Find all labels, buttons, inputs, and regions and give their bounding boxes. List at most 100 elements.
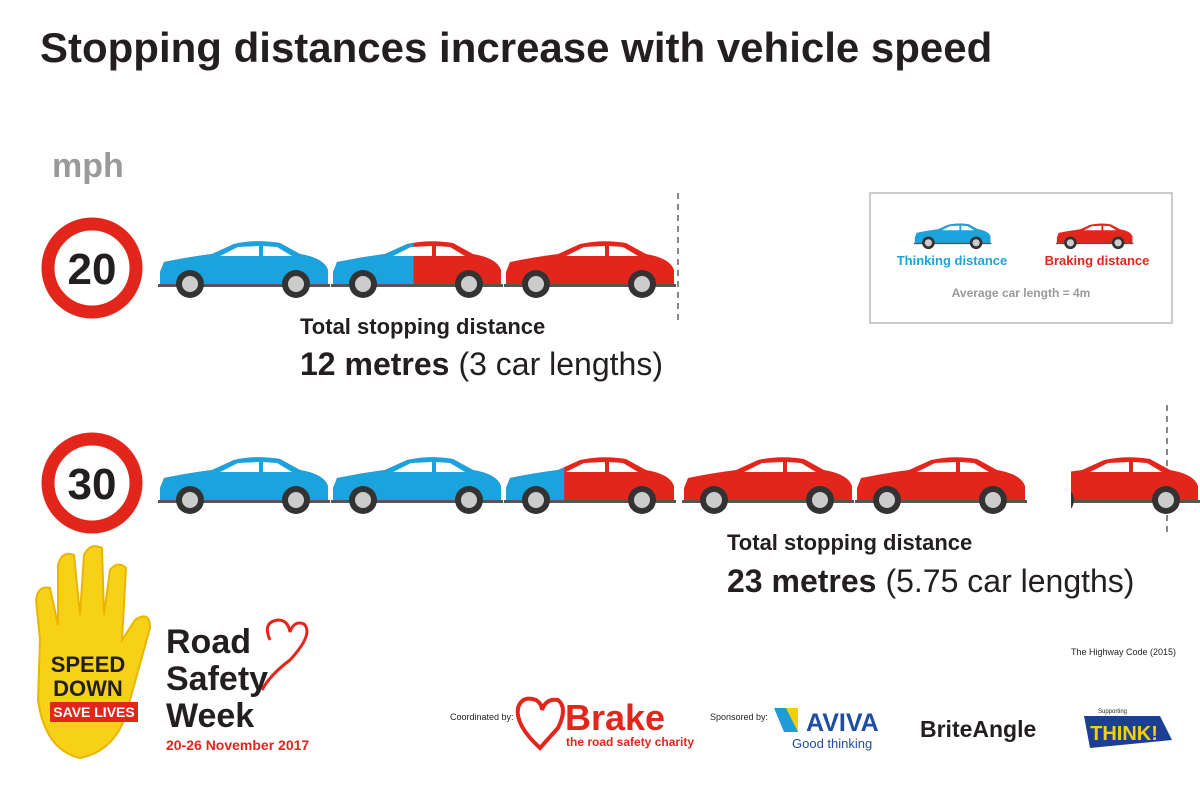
shadow: [504, 500, 676, 503]
legend-thinking: Thinking distance: [897, 253, 1008, 268]
wheel: [1071, 491, 1074, 509]
lengths: (5.75 car lengths): [885, 563, 1134, 599]
car: [504, 457, 676, 514]
title: Stopping distances increase with vehicle…: [40, 24, 992, 71]
car-body: [504, 241, 676, 298]
car-body: [331, 241, 503, 298]
hub: [355, 492, 371, 508]
car: [855, 457, 1027, 514]
campaign-name: Road: [166, 623, 251, 661]
car-body: [1052, 457, 1200, 514]
window: [220, 246, 259, 256]
hub: [634, 276, 650, 292]
shadow: [331, 284, 503, 287]
car: [1056, 223, 1134, 250]
window: [220, 462, 259, 472]
car: [331, 241, 503, 298]
hub: [1066, 239, 1074, 247]
hub: [182, 276, 198, 292]
hub: [461, 276, 477, 292]
window: [393, 246, 432, 256]
speed: 30: [68, 460, 117, 509]
car-body: [914, 223, 992, 250]
distance-line: 12 metres (3 car lengths): [300, 346, 663, 382]
aviva-mark: [774, 708, 798, 732]
sponsored-label: Sponsored by:: [710, 712, 768, 722]
hub: [985, 492, 1001, 508]
car: [682, 457, 854, 514]
shadow: [1056, 242, 1134, 245]
window: [566, 462, 605, 472]
hub: [634, 492, 650, 508]
unit: mph: [52, 147, 124, 185]
badge-text: DOWN: [53, 676, 123, 701]
shadow: [1071, 500, 1200, 503]
car-shell: [506, 467, 565, 502]
caption: Total stopping distance: [300, 314, 545, 339]
car-body: [682, 457, 854, 514]
car-body: [504, 457, 676, 514]
shadow: [682, 500, 854, 503]
window: [941, 225, 960, 231]
car: [158, 241, 330, 298]
badge-text: SPEED: [51, 652, 126, 677]
hub: [1052, 492, 1068, 508]
window: [263, 246, 292, 256]
speed-sign: [41, 432, 143, 534]
banner-text: SAVE LIVES: [53, 704, 134, 720]
campaign-name: Week: [166, 697, 254, 735]
campaign-dates: 20-26 November 2017: [166, 737, 309, 753]
window: [609, 462, 638, 472]
car: [914, 223, 992, 250]
hub: [288, 276, 304, 292]
lengths: (3 car lengths): [458, 346, 663, 382]
window: [566, 246, 605, 256]
window: [1090, 462, 1129, 472]
car-body: [331, 457, 503, 514]
hub: [355, 276, 371, 292]
brake-heart: [515, 696, 565, 751]
legend-note: Average car length = 4m: [952, 286, 1091, 300]
distance: 23 metres: [727, 563, 876, 599]
car-body: [1056, 223, 1134, 250]
think-bg: [1084, 716, 1172, 748]
legend-braking: Braking distance: [1045, 253, 1150, 268]
shadow: [504, 284, 676, 287]
car-body: [158, 457, 330, 514]
hub: [182, 492, 198, 508]
window: [1083, 225, 1102, 231]
window: [1133, 462, 1162, 472]
window: [609, 246, 638, 256]
car: [504, 241, 676, 298]
car-body: [855, 457, 1027, 514]
aviva: AVIVA: [806, 709, 879, 737]
hub: [461, 492, 477, 508]
heart: [260, 618, 309, 691]
campaign-name: Safety: [166, 660, 268, 698]
banner: [50, 702, 138, 722]
hub: [528, 276, 544, 292]
hub: [1114, 239, 1122, 247]
coordinated-label: Coordinated by:: [450, 712, 514, 722]
window: [744, 462, 783, 472]
think: THINK!: [1090, 723, 1158, 745]
aviva-mark: [786, 708, 798, 732]
window: [787, 462, 816, 472]
hub: [972, 239, 980, 247]
shadow: [855, 500, 1027, 503]
car-body: [158, 241, 330, 298]
supporting: Supporting: [1098, 709, 1127, 715]
car: [158, 457, 330, 514]
window: [961, 225, 975, 231]
hub: [706, 492, 722, 508]
speed: 20: [68, 245, 117, 294]
hub: [924, 239, 932, 247]
brake-tagline: the road safety charity: [566, 735, 694, 749]
window: [1103, 225, 1117, 231]
legend-box: [869, 192, 1173, 324]
hub: [528, 492, 544, 508]
shadow: [914, 242, 992, 245]
hub: [879, 492, 895, 508]
briteangle: BriteAngle: [920, 716, 1036, 742]
